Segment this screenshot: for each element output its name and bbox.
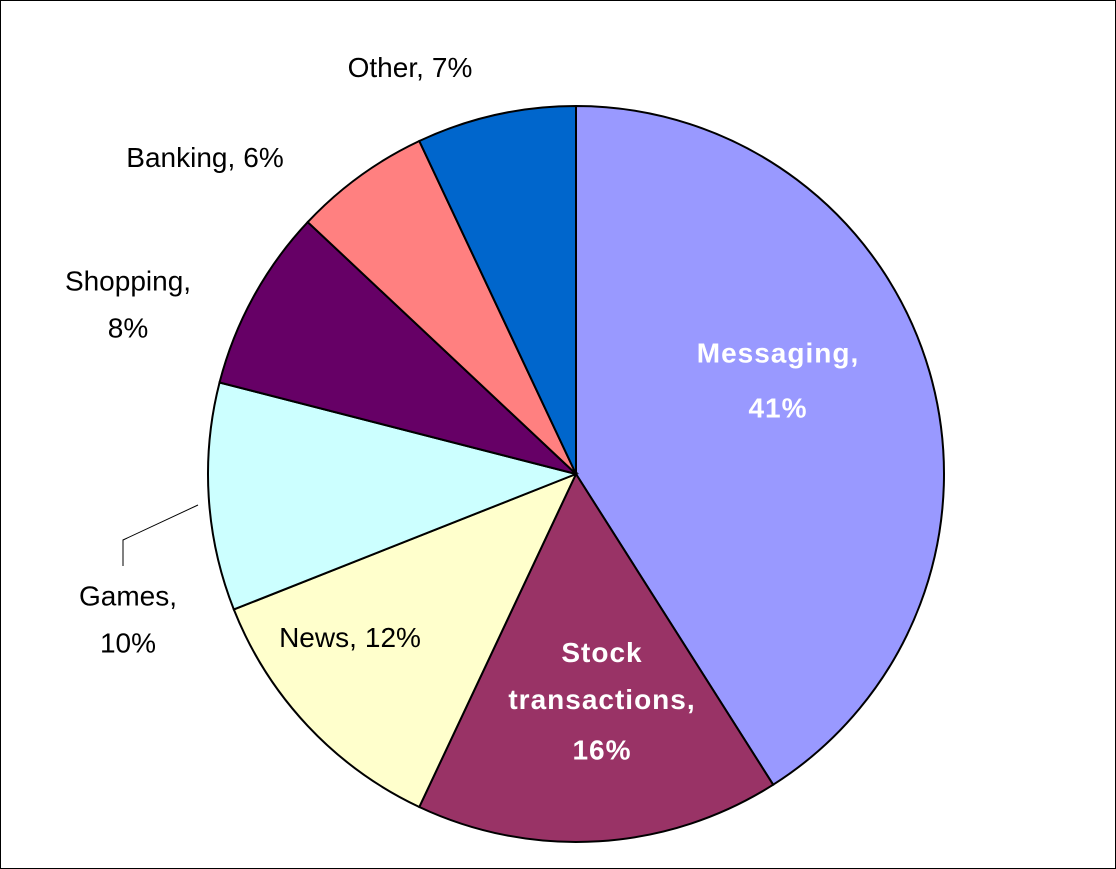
- category-label: Banking,: [126, 142, 235, 173]
- slice-label: Other, 7%: [348, 52, 473, 83]
- category-line: Stock: [561, 637, 642, 668]
- category-label: Other,: [348, 52, 424, 83]
- value-label: 41%: [748, 392, 807, 423]
- pie-slice: [232, 472, 578, 809]
- category-label: Shopping,: [65, 265, 191, 296]
- leader-line: [122, 504, 199, 566]
- slice-label: Banking, 6%: [126, 142, 283, 173]
- category-label: News,: [279, 622, 357, 653]
- pie-slice: [575, 104, 945, 787]
- pie-slice: [417, 471, 775, 843]
- pie-slice: [417, 104, 577, 475]
- category-label: Stock transactions,: [508, 637, 695, 715]
- value-label: 16%: [572, 734, 631, 765]
- category-label: Messaging,: [697, 337, 859, 368]
- value-label: 7%: [432, 52, 472, 83]
- category-label: Games,: [79, 580, 177, 611]
- value-label: 8%: [108, 312, 148, 343]
- value-label: 10%: [100, 627, 156, 658]
- category-line: transactions,: [508, 684, 695, 715]
- value-label: 6%: [243, 142, 283, 173]
- slice-label: News, 12%: [279, 622, 421, 653]
- pie-slice: [218, 220, 577, 475]
- pie-slice: [206, 381, 580, 611]
- value-label: 12%: [365, 622, 421, 653]
- pie-slice: [306, 139, 577, 475]
